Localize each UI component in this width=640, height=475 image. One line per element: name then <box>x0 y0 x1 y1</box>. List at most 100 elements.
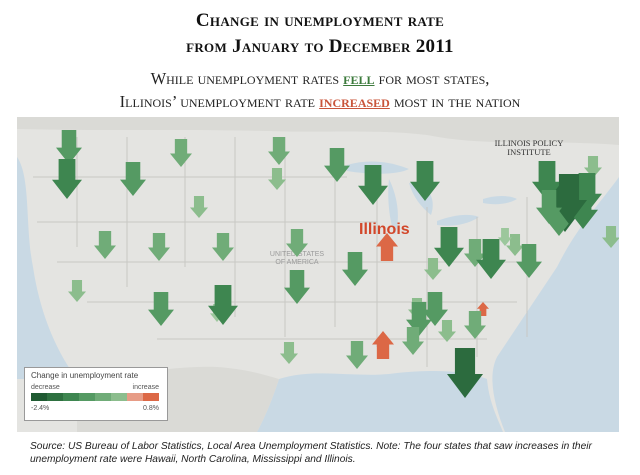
arrow-shape <box>68 280 86 302</box>
arrow-mn-decrease <box>268 168 286 190</box>
arrow-tn-decrease <box>438 320 456 342</box>
arrow-shape <box>447 348 483 398</box>
lake-erie <box>437 214 479 226</box>
arrow-mo-decrease <box>424 258 442 280</box>
chart-title-line1: Change in unemployment rate <box>195 10 445 31</box>
arrow-shape <box>536 190 562 224</box>
arrow-ia-decrease <box>434 227 464 267</box>
arrow-tx-decrease <box>208 285 238 325</box>
arrow-wa-coast-decrease <box>56 130 82 164</box>
arrow-sc-decrease <box>464 311 486 339</box>
arrow-shape <box>551 174 587 224</box>
arrow-shape <box>584 156 602 178</box>
arrow-mt-decrease <box>120 162 146 196</box>
chart-title-line2: from January to December 2011 <box>186 36 454 57</box>
illinois-label: Illinois <box>359 221 410 238</box>
arrow-shape <box>280 342 298 364</box>
legend-swatch-3 <box>79 393 95 401</box>
gulf-of-mexico <box>257 371 503 432</box>
arrow-mi-decrease <box>584 156 602 178</box>
arrow-shape <box>190 196 208 218</box>
arrow-shape <box>422 292 448 326</box>
arrow-shape <box>438 320 456 342</box>
arrow-shape <box>434 227 464 267</box>
arrow-wa-decrease <box>170 139 192 167</box>
subtitle-line2-pre: Illinois’ unemployment rate <box>119 92 320 111</box>
arrow-shape <box>148 233 170 261</box>
map-legend: Change in unemployment rate decrease inc… <box>24 367 168 421</box>
legend-color-bar <box>31 393 159 401</box>
arrow-nd-decrease <box>324 148 350 182</box>
lake-michigan <box>388 179 398 235</box>
arrow-tx-s-decrease <box>280 342 298 364</box>
arrow-shape <box>410 161 440 201</box>
subtitle-fell-emph: fell <box>343 69 375 88</box>
arrow-va-decrease <box>516 244 542 278</box>
arrow-ks-decrease <box>342 252 368 286</box>
arrow-shape <box>268 168 286 190</box>
source-note: Source: US Bureau of Labor Statistics, L… <box>30 441 592 465</box>
arrow-nj-decrease <box>536 190 562 224</box>
arrow-shape <box>56 130 82 164</box>
arrow-ms-increase <box>372 331 394 359</box>
country-label-line2: OF AMERICA <box>275 259 319 266</box>
legend-swatch-6 <box>127 393 143 401</box>
arrow-fl-decrease <box>447 348 483 398</box>
subtitle-line2-post: most in the nation <box>389 92 521 111</box>
arrow-de-decrease <box>476 239 506 279</box>
arrow-shape <box>268 137 290 165</box>
arrow-ca-decrease <box>68 280 86 302</box>
arrow-me-decrease <box>551 174 587 224</box>
arrow-az-decrease <box>148 292 174 326</box>
arrow-shape <box>324 148 350 182</box>
subtitle-line1-post: for most states, <box>374 69 490 88</box>
subtitle-line1-pre: While unemployment rates <box>150 69 344 88</box>
arrow-shape <box>120 162 146 196</box>
pacific-ocean <box>17 157 77 379</box>
logo-line2: INSTITUTE <box>507 147 551 157</box>
arrow-la-decrease <box>346 341 368 369</box>
arrow-shape <box>212 233 234 261</box>
arrow-ne-decrease <box>410 161 440 201</box>
subtitle-line1: While unemployment rates fell for most s… <box>0 69 640 89</box>
arrow-shape <box>342 252 368 286</box>
arrow-ga-decrease <box>402 327 424 355</box>
arrow-shape <box>602 226 619 248</box>
state-borders <box>33 137 537 367</box>
arrow-shape <box>286 229 308 257</box>
arrow-co-decrease <box>286 229 308 257</box>
arrow-shape <box>476 239 506 279</box>
arrow-shape <box>346 341 368 369</box>
illinois-policy-institute-logo: ILLINOIS POLICY INSTITUTE <box>483 139 575 157</box>
legend-swatch-1 <box>47 393 63 401</box>
arrow-nv-decrease <box>148 233 170 261</box>
arrow-shape <box>376 233 398 261</box>
arrow-shape <box>94 231 116 259</box>
canada-region <box>17 117 619 145</box>
legend-decrease-label: decrease <box>31 384 60 391</box>
legend-swatch-0 <box>31 393 47 401</box>
arrow-ma-decrease <box>602 226 619 248</box>
arrow-or-decrease <box>190 196 208 218</box>
lake-ontario <box>483 196 517 205</box>
atlantic-ocean <box>492 177 619 432</box>
arrow-id-n-decrease <box>268 137 290 165</box>
arrow-sd-decrease <box>358 165 388 205</box>
arrow-ok-decrease <box>284 270 310 304</box>
legend-title: Change in unemployment rate <box>31 371 139 380</box>
arrow-shape <box>170 139 192 167</box>
arrow-shape <box>464 311 486 339</box>
arrow-al-decrease <box>422 292 448 326</box>
arrow-in-decrease <box>506 234 524 256</box>
subtitle-line2: Illinois’ unemployment rate increased mo… <box>0 92 640 112</box>
arrow-shape <box>506 234 524 256</box>
arrow-shape <box>52 159 82 199</box>
arrow-id-decrease <box>94 231 116 259</box>
legend-max-label: 0.8% <box>143 405 159 412</box>
arrow-shape <box>358 165 388 205</box>
arrow-wy-decrease <box>52 159 82 199</box>
arrow-shape <box>424 258 442 280</box>
arrow-shape <box>284 270 310 304</box>
arrow-shape <box>208 285 238 325</box>
arrow-shape <box>402 327 424 355</box>
